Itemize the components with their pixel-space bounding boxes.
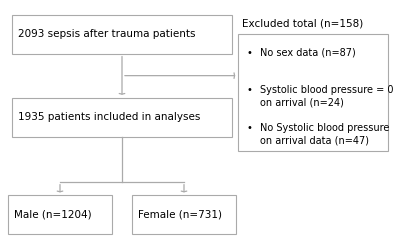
Text: Male (n=1204): Male (n=1204) (14, 210, 92, 220)
Text: 1935 patients included in analyses: 1935 patients included in analyses (18, 112, 200, 122)
Text: Systolic blood pressure = 0
on arrival (n=24): Systolic blood pressure = 0 on arrival (… (260, 85, 394, 108)
Text: 2093 sepsis after trauma patients: 2093 sepsis after trauma patients (18, 29, 196, 39)
Text: •: • (246, 123, 252, 133)
FancyBboxPatch shape (132, 195, 236, 234)
FancyBboxPatch shape (12, 98, 232, 137)
Text: Excluded total (n=158): Excluded total (n=158) (242, 18, 363, 28)
Text: Female (n=731): Female (n=731) (138, 210, 222, 220)
FancyBboxPatch shape (8, 195, 112, 234)
Text: •: • (246, 48, 252, 58)
FancyBboxPatch shape (12, 15, 232, 54)
Text: No sex data (n=87): No sex data (n=87) (260, 48, 356, 58)
Text: •: • (246, 85, 252, 95)
FancyBboxPatch shape (238, 34, 388, 151)
Text: No Systolic blood pressure
on arrival data (n=47): No Systolic blood pressure on arrival da… (260, 123, 389, 146)
